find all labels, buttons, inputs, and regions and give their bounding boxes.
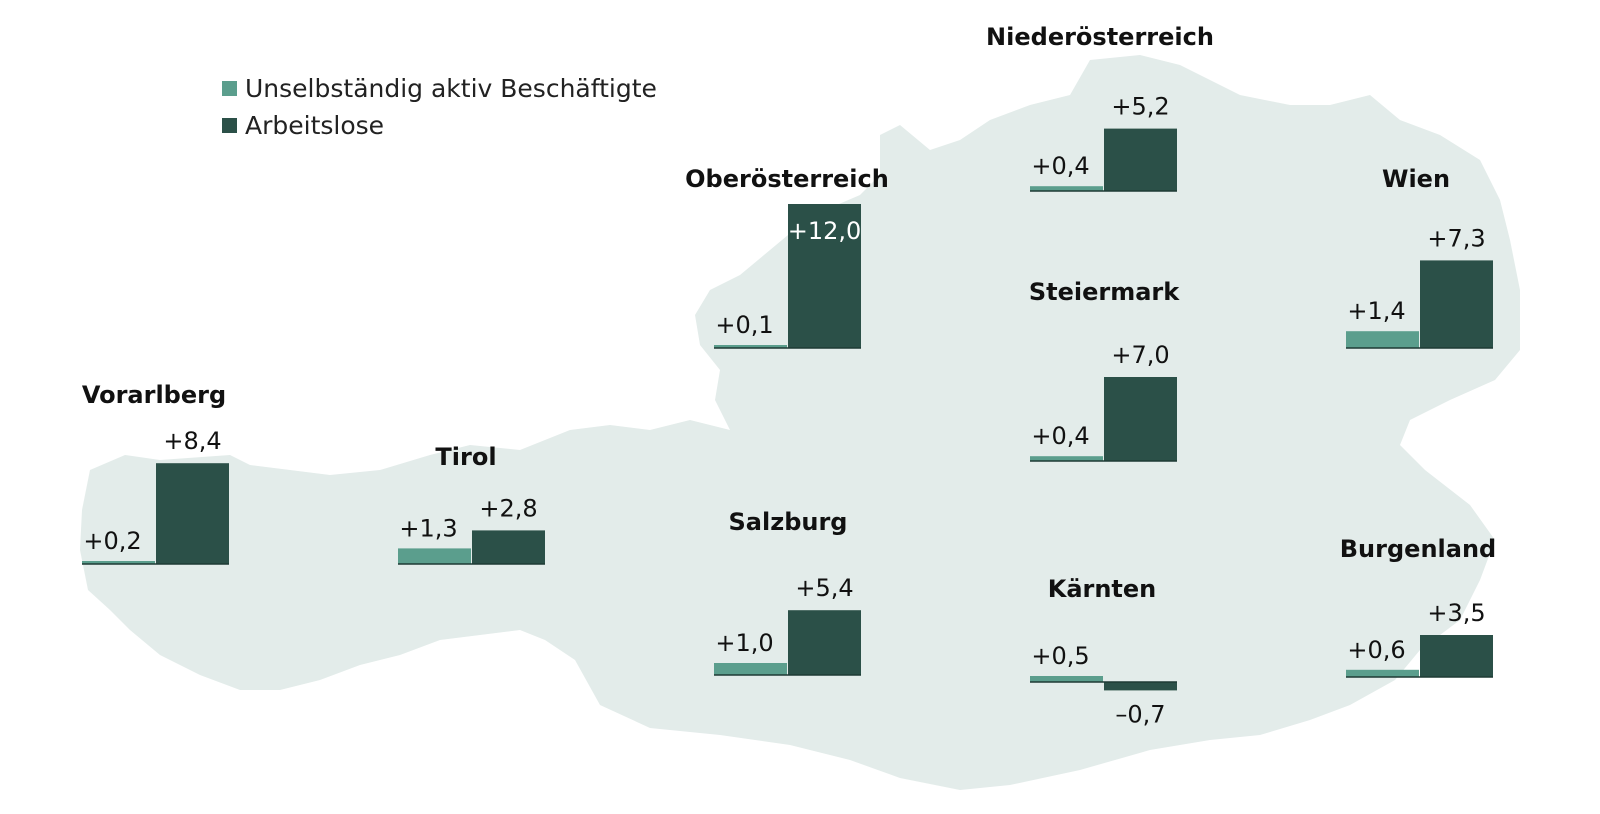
- region-name-kaernten: Kärnten: [1048, 575, 1157, 603]
- region-name-steiermark: Steiermark: [1029, 278, 1180, 306]
- value-label-wien-unemployed: +7,3: [1427, 224, 1485, 252]
- value-label-kaernten-unemployed: –0,7: [1115, 700, 1165, 728]
- legend-item-employed: Unselbständig aktiv Beschäftigte: [222, 70, 657, 107]
- value-label-steiermark-unemployed: +7,0: [1111, 341, 1169, 369]
- value-label-salzburg-employed: +1,0: [715, 629, 773, 657]
- value-label-vorarlberg-employed: +0,2: [83, 527, 141, 555]
- region-name-vorarlberg: Vorarlberg: [82, 381, 226, 409]
- legend-swatch-unemployed: [222, 118, 237, 133]
- bar-niederoesterreich-employed: [1030, 186, 1103, 191]
- bar-niederoesterreich-unemployed: [1104, 128, 1177, 191]
- bar-salzburg-unemployed: [788, 610, 861, 675]
- value-label-niederoesterreich-employed: +0,4: [1031, 152, 1089, 180]
- region-name-tirol: Tirol: [435, 443, 496, 471]
- region-name-oberoesterreich: Oberösterreich: [685, 165, 889, 193]
- bar-oberoesterreich-employed: [714, 345, 787, 348]
- austria-map-shape: [80, 55, 1520, 790]
- legend-item-unemployed: Arbeitslose: [222, 107, 657, 144]
- legend-label-employed: Unselbständig aktiv Beschäftigte: [245, 74, 657, 103]
- bar-vorarlberg-employed: [82, 561, 155, 564]
- value-label-steiermark-employed: +0,4: [1031, 422, 1089, 450]
- value-label-vorarlberg-unemployed: +8,4: [163, 427, 221, 455]
- value-label-burgenland-unemployed: +3,5: [1427, 599, 1485, 627]
- region-name-burgenland: Burgenland: [1340, 535, 1496, 563]
- value-label-salzburg-unemployed: +5,4: [795, 574, 853, 602]
- value-label-kaernten-employed: +0,5: [1031, 642, 1089, 670]
- bar-wien-unemployed: [1420, 260, 1493, 348]
- bar-oberoesterreich-unemployed: [788, 204, 861, 348]
- value-label-oberoesterreich-unemployed: +12,0: [788, 217, 862, 245]
- bar-kaernten-unemployed: [1104, 682, 1177, 691]
- value-label-tirol-unemployed: +2,8: [479, 494, 537, 522]
- legend-label-unemployed: Arbeitslose: [245, 111, 385, 140]
- bar-burgenland-employed: [1346, 669, 1419, 677]
- bar-tirol-employed: [398, 548, 471, 564]
- bar-salzburg-employed: [714, 663, 787, 675]
- bar-burgenland-unemployed: [1420, 635, 1493, 677]
- value-label-wien-employed: +1,4: [1347, 297, 1405, 325]
- bar-vorarlberg-unemployed: [156, 463, 229, 564]
- value-label-burgenland-employed: +0,6: [1347, 636, 1405, 664]
- region-name-salzburg: Salzburg: [729, 508, 848, 536]
- value-label-tirol-employed: +1,3: [399, 514, 457, 542]
- bar-steiermark-employed: [1030, 456, 1103, 461]
- legend: Unselbständig aktiv Beschäftigte Arbeits…: [222, 70, 657, 144]
- region-name-niederoesterreich: Niederösterreich: [986, 23, 1214, 51]
- region-name-wien: Wien: [1382, 165, 1450, 193]
- legend-swatch-employed: [222, 81, 237, 96]
- value-label-niederoesterreich-unemployed: +5,2: [1111, 93, 1169, 121]
- bar-kaernten-employed: [1030, 676, 1103, 682]
- bar-wien-employed: [1346, 331, 1419, 348]
- bar-tirol-unemployed: [472, 530, 545, 564]
- value-label-oberoesterreich-employed: +0,1: [715, 311, 773, 339]
- bar-steiermark-unemployed: [1104, 377, 1177, 461]
